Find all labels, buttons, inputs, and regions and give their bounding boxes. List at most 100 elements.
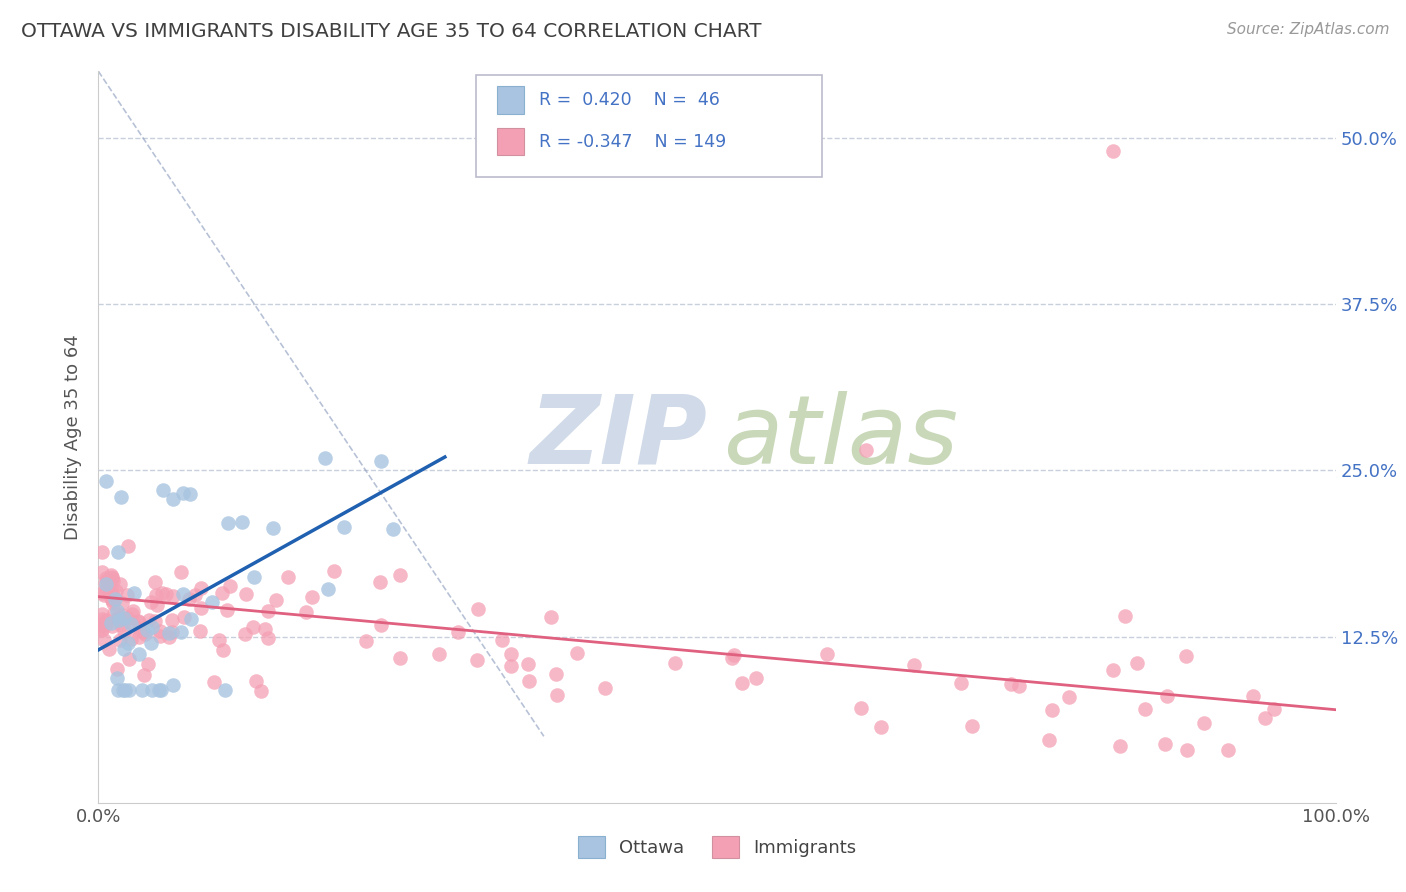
Point	[491, 633, 513, 648]
Point	[218, 579, 240, 593]
Point	[546, 688, 568, 702]
Point	[121, 607, 143, 621]
Point	[143, 574, 166, 589]
Point	[172, 485, 194, 500]
Point	[129, 622, 152, 636]
Point	[132, 624, 155, 639]
Point	[721, 651, 744, 665]
Point	[93, 632, 115, 647]
Point	[370, 454, 392, 468]
Point	[1154, 737, 1177, 751]
Point	[115, 588, 138, 602]
Point	[136, 657, 159, 672]
Point	[214, 682, 236, 697]
Point	[277, 570, 299, 584]
Point	[427, 647, 450, 661]
Point	[170, 565, 193, 579]
Point	[1263, 702, 1285, 716]
Point	[91, 545, 114, 559]
FancyBboxPatch shape	[475, 75, 823, 178]
Point	[1175, 742, 1198, 756]
Point	[128, 647, 150, 661]
Point	[1000, 677, 1022, 691]
Point	[120, 617, 142, 632]
Point	[381, 522, 404, 536]
Point	[1218, 742, 1240, 756]
Point	[201, 595, 224, 609]
Point	[301, 591, 323, 605]
Point	[122, 586, 145, 600]
Point	[1254, 711, 1277, 725]
Text: OTTAWA VS IMMIGRANTS DISABILITY AGE 35 TO 64 CORRELATION CHART: OTTAWA VS IMMIGRANTS DISABILITY AGE 35 T…	[21, 22, 762, 41]
Point	[169, 625, 191, 640]
Point	[202, 675, 225, 690]
Point	[100, 615, 122, 630]
Point	[108, 632, 131, 647]
Point	[333, 519, 356, 533]
Point	[96, 474, 118, 488]
Point	[91, 565, 114, 579]
Point	[1108, 739, 1130, 753]
Point	[118, 652, 141, 666]
Point	[121, 604, 143, 618]
Point	[91, 622, 114, 636]
Point	[869, 720, 891, 734]
Point	[903, 658, 925, 673]
Point	[143, 614, 166, 628]
Point	[114, 682, 136, 697]
Point	[157, 625, 180, 640]
Point	[114, 611, 136, 625]
Point	[155, 587, 177, 601]
Point	[162, 590, 184, 604]
Point	[101, 570, 124, 584]
Point	[188, 624, 211, 638]
Point	[183, 588, 205, 602]
Point	[101, 593, 124, 607]
Point	[94, 576, 117, 591]
Y-axis label: Disability Age 35 to 64: Disability Age 35 to 64	[65, 334, 83, 540]
Point	[150, 585, 173, 599]
Point	[110, 490, 132, 504]
Point	[107, 662, 129, 676]
Point	[467, 653, 489, 667]
Point	[323, 565, 346, 579]
Point	[117, 539, 139, 553]
Point	[118, 682, 141, 697]
Point	[664, 656, 686, 670]
Point	[111, 682, 134, 697]
Point	[141, 595, 163, 609]
Point	[1156, 689, 1178, 703]
Point	[162, 491, 184, 506]
Point	[112, 624, 135, 638]
Point	[139, 636, 162, 650]
Point	[117, 636, 139, 650]
Point	[446, 624, 468, 639]
Text: atlas: atlas	[723, 391, 959, 483]
Point	[91, 617, 114, 632]
Point	[517, 657, 540, 671]
Point	[263, 521, 285, 535]
Point	[117, 610, 139, 624]
Point	[723, 648, 745, 662]
Point	[245, 674, 267, 689]
Point	[107, 682, 129, 697]
Point	[1007, 679, 1029, 693]
Point	[100, 591, 122, 606]
Point	[950, 676, 973, 690]
Point	[111, 596, 134, 610]
Point	[815, 647, 838, 661]
Point	[1126, 656, 1149, 670]
Point	[177, 592, 200, 607]
Point	[94, 582, 117, 597]
Point	[172, 587, 194, 601]
Point	[91, 624, 114, 638]
Point	[120, 632, 142, 646]
Point	[217, 603, 239, 617]
Point	[138, 614, 160, 628]
Point	[745, 671, 768, 685]
Point	[101, 596, 124, 610]
Point	[162, 625, 184, 640]
Point	[180, 612, 202, 626]
Point	[354, 633, 377, 648]
Point	[97, 642, 120, 657]
